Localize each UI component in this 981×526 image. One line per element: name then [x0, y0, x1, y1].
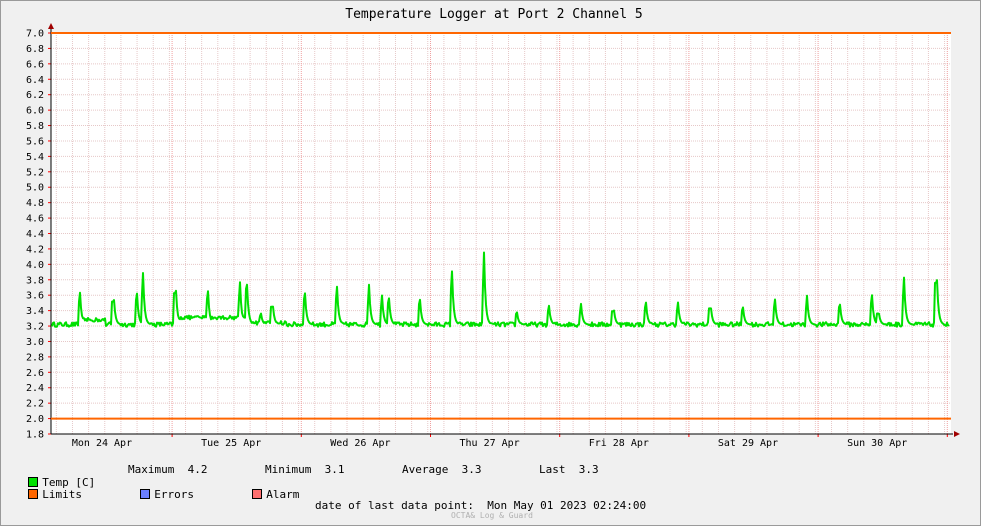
- x-tick-label: Fri 28 Apr: [589, 438, 649, 449]
- temperature-series-line: [51, 251, 950, 328]
- y-tick-label: 2.4: [26, 383, 44, 394]
- stat-minimum-value: 3.1: [324, 463, 345, 476]
- y-tick-label: 3.2: [26, 322, 44, 333]
- stat-maximum: Maximum 4.2: [128, 463, 207, 476]
- temp-swatch: [28, 477, 39, 487]
- limits-swatch: [28, 489, 39, 499]
- y-tick-label: 4.6: [26, 214, 44, 225]
- y-tick-label: 6.6: [26, 59, 44, 70]
- legend-alarm-label: Alarm: [266, 488, 300, 501]
- y-tick-label: 5.8: [26, 121, 44, 132]
- y-axis-arrow: [48, 23, 54, 29]
- stat-average-value: 3.3: [461, 463, 482, 476]
- last-data-point: date of last data point: Mon May 01 2023…: [315, 499, 646, 512]
- x-tick-label: Sun 30 Apr: [847, 438, 907, 449]
- x-tick-label: Wed 26 Apr: [330, 438, 390, 449]
- y-tick-label: 3.0: [26, 337, 44, 348]
- chart-title: Temperature Logger at Port 2 Channel 5: [345, 7, 642, 22]
- errors-swatch: [140, 489, 151, 499]
- y-tick-label: 5.2: [26, 167, 44, 178]
- y-tick-label: 2.6: [26, 368, 44, 379]
- legend-errors-label: Errors: [154, 488, 194, 501]
- legend-temp: Temp [C]: [15, 463, 95, 489]
- last-data-point-value: Mon May 01 2023 02:24:00: [487, 499, 647, 512]
- y-tick-label: 6.0: [26, 106, 44, 117]
- legend-limits-label: Limits: [42, 488, 82, 501]
- y-tick-label: 5.4: [26, 152, 44, 163]
- x-tick-label: Mon 24 Apr: [72, 438, 132, 449]
- y-tick-label: 4.2: [26, 244, 44, 255]
- y-tick-label: 6.2: [26, 90, 44, 101]
- stat-minimum-label: Minimum: [265, 463, 312, 476]
- stat-last-value: 3.3: [578, 463, 599, 476]
- stat-last: Last 3.3: [539, 463, 599, 476]
- y-tick-label: 1.8: [26, 430, 44, 441]
- x-tick-label: Tue 25 Apr: [201, 438, 261, 449]
- y-tick-labels: 7.0 6.8 6.6 6.4 6.2 6.0 5.8 5.6 5.4 5.2 5.0 4.8 4.6 4…: [26, 29, 44, 441]
- stat-minimum: Minimum 3.1: [265, 463, 344, 476]
- stat-maximum-label: Maximum: [128, 463, 175, 476]
- legend-temp-label: Temp [C]: [42, 476, 96, 489]
- axes: [48, 23, 960, 437]
- y-tick-label: 6.4: [26, 75, 44, 86]
- legend-limits: Limits: [15, 475, 82, 501]
- y-tick-label: 2.0: [26, 414, 44, 425]
- stat-average: Average 3.3: [402, 463, 481, 476]
- y-tick-label: 2.8: [26, 352, 44, 363]
- y-tick-label: 5.6: [26, 136, 44, 147]
- last-data-point-label: date of last data point:: [315, 499, 474, 512]
- stat-last-label: Last: [539, 463, 566, 476]
- y-tick-label: 2.2: [26, 399, 44, 410]
- x-tick-labels: Mon 24 Apr Tue 25 Apr Wed 26 Apr Thu 27 Apr…: [72, 438, 907, 449]
- limit-lines: [51, 32, 951, 420]
- x-tick-label: Sat 29 Apr: [718, 438, 778, 449]
- y-tick-label: 3.4: [26, 306, 44, 317]
- x-tick-label: Thu 27 Apr: [459, 438, 519, 449]
- y-tick-label: 3.6: [26, 291, 44, 302]
- legend-alarm: Alarm: [239, 475, 299, 501]
- y-tick-label: 5.0: [26, 183, 44, 194]
- credit-text: OCTA& Log & Guard: [451, 511, 533, 520]
- stat-maximum-value: 4.2: [187, 463, 208, 476]
- alarm-swatch: [252, 489, 263, 499]
- y-tick-label: 4.0: [26, 260, 44, 271]
- y-tick-label: 4.8: [26, 198, 44, 209]
- y-tick-label: 6.8: [26, 44, 44, 55]
- y-tick-label: 3.8: [26, 275, 44, 286]
- y-tick-label: 4.4: [26, 229, 44, 240]
- legend-errors: Errors: [127, 475, 194, 501]
- stat-average-label: Average: [402, 463, 449, 476]
- x-axis-arrow: [954, 431, 960, 437]
- y-tick-label: 7.0: [26, 29, 44, 40]
